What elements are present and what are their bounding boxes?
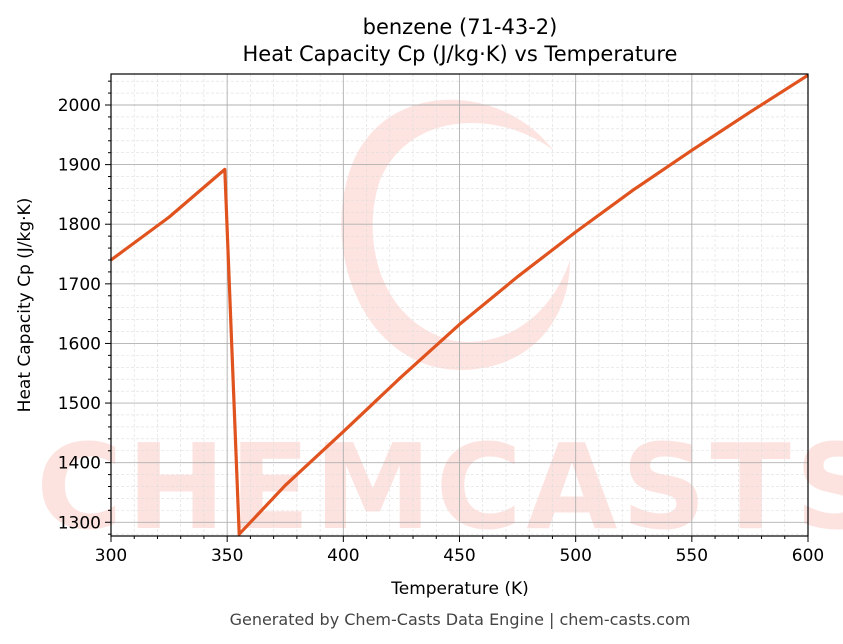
x-tick-label: 450 (443, 546, 475, 566)
y-tick-label: 1600 (58, 334, 101, 354)
watermark: CHEMCASTS (36, 99, 843, 556)
x-tick-label: 350 (211, 546, 243, 566)
footer-credit: Generated by Chem-Casts Data Engine | ch… (230, 610, 691, 629)
chart-subtitle: Heat Capacity Cp (J/kg·K) vs Temperature (243, 42, 678, 66)
series-layer (110, 73, 809, 536)
axis-ticks: 300 350 400 450 500 550 600 1300 1400 1500 1600 170… (58, 80, 824, 566)
y-tick-label: 1900 (58, 156, 101, 176)
x-tick-label: 550 (676, 546, 708, 566)
watermark-text: CHEMCASTS (36, 418, 843, 556)
y-tick-label: 1800 (58, 215, 101, 235)
y-axis-label: Heat Capacity Cp (J/kg·K) (15, 198, 35, 413)
y-tick-label: 1300 (58, 513, 101, 533)
series-line-cp (110, 73, 809, 536)
x-tick-label: 300 (95, 546, 127, 566)
x-tick-label: 600 (792, 546, 824, 566)
x-axis-label: Temperature (K) (390, 579, 529, 599)
chart-title: benzene (71-43-2) (363, 15, 558, 39)
y-tick-label: 1700 (58, 275, 101, 295)
x-tick-label: 400 (327, 546, 359, 566)
x-tick-label: 500 (559, 546, 591, 566)
y-tick-label: 1500 (58, 394, 101, 414)
grid (110, 74, 809, 536)
y-tick-label: 1400 (58, 454, 101, 474)
y-tick-label: 2000 (58, 96, 101, 116)
